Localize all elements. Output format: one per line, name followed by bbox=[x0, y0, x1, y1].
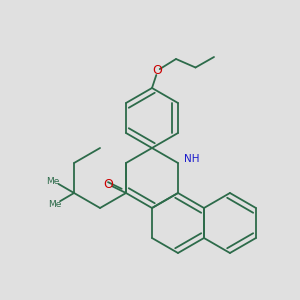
Text: NH: NH bbox=[184, 154, 199, 164]
Text: Me: Me bbox=[46, 176, 60, 185]
Text: Me: Me bbox=[48, 200, 61, 208]
Text: O: O bbox=[153, 64, 162, 77]
Text: O: O bbox=[103, 178, 113, 191]
